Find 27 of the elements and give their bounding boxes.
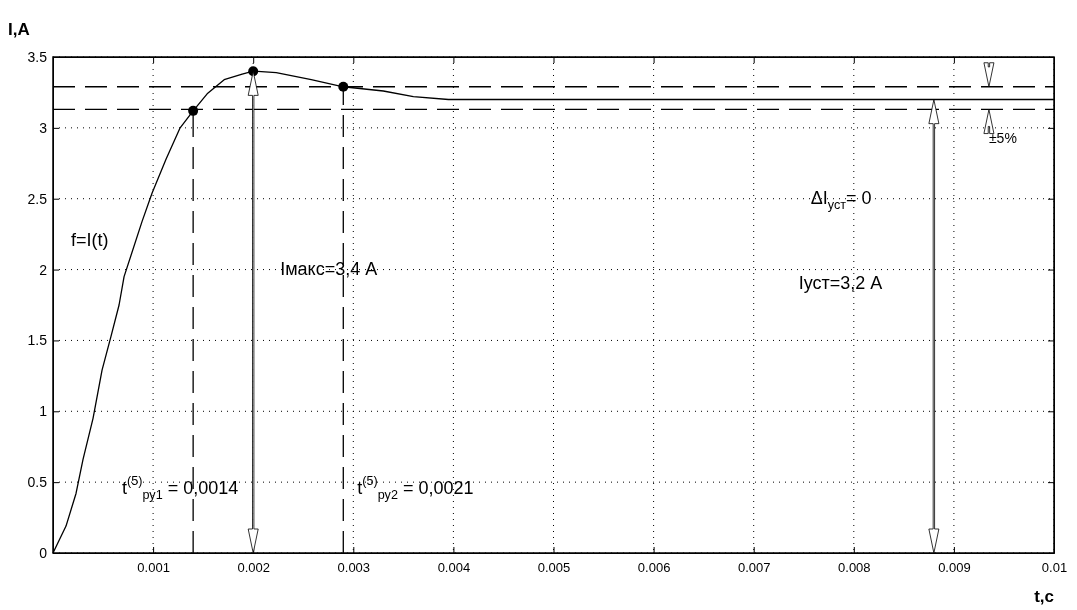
x-tick-label: 0.008 <box>838 560 871 576</box>
y-tick-label: 1 <box>39 403 48 420</box>
annotation: ΔI$_{уст}$= 0 <box>810 187 872 213</box>
y-tick-label: 2.5 <box>27 190 48 207</box>
y-axis-title: I,A <box>8 20 30 39</box>
x-tick-label: 0.006 <box>637 560 671 576</box>
y-tick-label: 0 <box>39 544 48 561</box>
annotation: Iуст=3,2 A <box>798 272 883 293</box>
annotation: f=I(t) <box>71 229 109 250</box>
x-tick-label: 0.009 <box>938 560 971 576</box>
annotation: t$^{(5)}$$_{ру1}$ = 0,0014 <box>122 474 239 503</box>
x-tick-label: 0.001 <box>137 560 170 576</box>
annotation: ±5% <box>988 130 1017 147</box>
x-axis-title: t,c <box>1034 587 1054 606</box>
x-tick-label: 0.002 <box>237 560 270 576</box>
x-tick-label: 0.01 <box>1041 560 1068 576</box>
x-tick-label: 0.004 <box>437 560 471 576</box>
annotation: Iмакс=3,4 A <box>280 258 378 279</box>
y-tick-label: 1.5 <box>27 332 48 349</box>
y-tick-label: 0.5 <box>27 474 48 491</box>
x-tick-label: 0.003 <box>337 560 371 576</box>
x-tick-label: 0.005 <box>537 560 571 576</box>
y-tick-label: 3 <box>39 119 48 136</box>
y-tick-label: 3.5 <box>27 48 48 65</box>
x-tick-label: 0.007 <box>737 560 771 576</box>
annotation: t$^{(5)}$$_{ру2}$ = 0,0021 <box>357 474 474 503</box>
y-tick-label: 2 <box>39 261 48 278</box>
